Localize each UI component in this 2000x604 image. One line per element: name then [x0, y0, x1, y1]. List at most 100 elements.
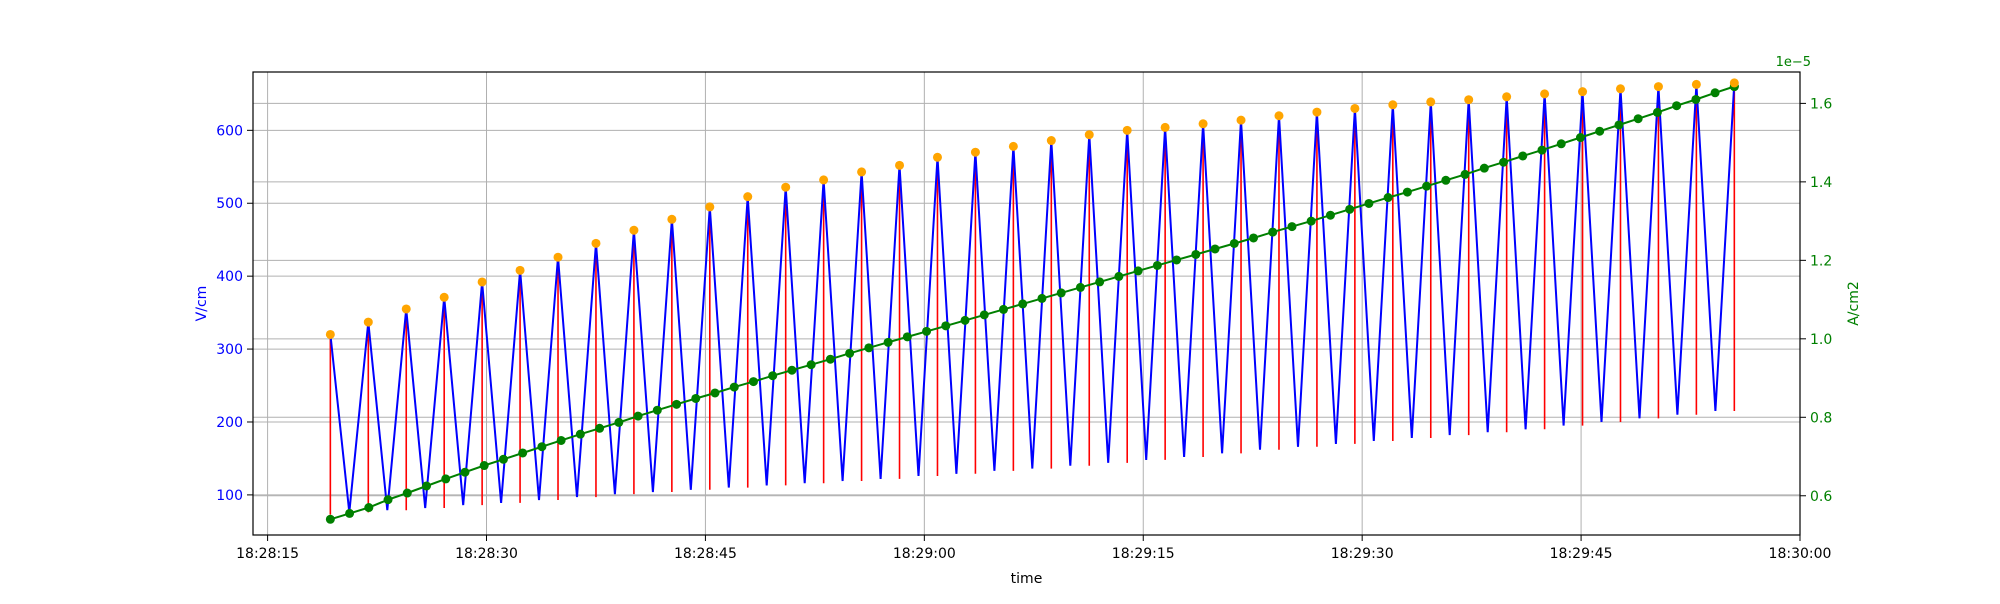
current-point — [1325, 210, 1335, 220]
current-point — [1075, 282, 1085, 292]
peak-marker — [1084, 130, 1094, 140]
peak-marker — [439, 292, 449, 302]
peak-marker — [477, 277, 487, 287]
current-point — [1556, 139, 1566, 149]
current-point — [1518, 151, 1528, 161]
x-axis-label: time — [1011, 571, 1043, 587]
peak-marker — [857, 167, 867, 177]
current-point — [1614, 120, 1624, 130]
current-point — [672, 399, 682, 409]
peak-marker — [667, 214, 677, 224]
peak-marker — [932, 152, 942, 162]
current-point — [1710, 88, 1720, 98]
current-point — [1018, 299, 1028, 309]
current-point — [1499, 157, 1509, 167]
current-point — [1460, 169, 1470, 179]
current-point — [422, 481, 432, 491]
current-point — [1422, 181, 1432, 191]
current-point — [1672, 101, 1682, 111]
current-point — [1287, 222, 1297, 232]
peak-marker — [553, 252, 563, 262]
current-point — [1056, 288, 1066, 298]
current-point — [1633, 114, 1643, 124]
current-point — [345, 508, 355, 518]
peak-marker — [629, 225, 639, 235]
x-tick-label: 18:30:00 — [1769, 546, 1832, 562]
current-point — [652, 405, 662, 415]
peak-marker — [1540, 89, 1550, 99]
current-point — [633, 411, 643, 421]
peak-marker — [1122, 125, 1132, 135]
current-point — [1133, 266, 1143, 276]
current-point — [498, 454, 508, 464]
peak-marker — [705, 202, 715, 212]
current-point — [575, 429, 585, 439]
peak-marker — [819, 175, 829, 185]
current-point — [787, 365, 797, 375]
x-tick-label: 18:28:30 — [455, 546, 518, 562]
x-tick-label: 18:28:45 — [674, 546, 737, 562]
peak-marker — [1236, 115, 1246, 125]
current-point — [1691, 94, 1701, 104]
axes-layer: 18:28:15 18:28:30 18:28:45 18:29:00 18:29:15… — [216, 96, 1832, 562]
peak-marker — [515, 265, 525, 275]
peak-marker — [1046, 136, 1056, 146]
y-right-tick-label: 1.2 — [1810, 253, 1832, 269]
current-point — [595, 423, 605, 433]
current-point — [1095, 277, 1105, 287]
peak-marker — [895, 160, 905, 170]
current-point — [1037, 293, 1047, 303]
current-point — [1652, 107, 1662, 117]
peak-marker — [1388, 100, 1398, 110]
peak-marker — [1008, 141, 1018, 151]
peak-marker — [743, 192, 753, 202]
peak-marker — [1578, 87, 1588, 97]
current-point — [1441, 175, 1451, 185]
peak-marker — [325, 329, 335, 339]
current-point — [1306, 216, 1316, 226]
current-point — [1345, 204, 1355, 214]
current-point — [402, 488, 412, 498]
current-layer — [325, 82, 1739, 524]
x-tick-label: 18:29:15 — [1112, 546, 1175, 562]
y-right-tick-label: 1.4 — [1810, 175, 1832, 191]
peak-marker — [1691, 79, 1701, 89]
current-point — [1152, 260, 1162, 270]
y-left-tick-label: 200 — [216, 415, 243, 431]
x-tick-label: 18:29:45 — [1550, 546, 1613, 562]
peak-marker — [1502, 92, 1512, 102]
peak-marker — [1615, 84, 1625, 94]
current-point — [998, 304, 1008, 314]
current-point — [806, 360, 816, 370]
current-point — [1595, 126, 1605, 136]
current-point — [710, 388, 720, 398]
current-point — [460, 467, 470, 477]
plot-frame — [252, 71, 1801, 536]
current-point — [1114, 271, 1124, 281]
x-tick-label: 18:28:15 — [236, 546, 299, 562]
peak-marker — [1312, 107, 1322, 117]
current-point — [383, 495, 393, 505]
current-point — [1402, 187, 1412, 197]
peaks-layer — [325, 78, 1739, 339]
y-left-tick-label: 600 — [216, 123, 243, 139]
peak-marker — [1426, 97, 1436, 107]
current-point — [902, 332, 912, 342]
current-point — [768, 371, 778, 381]
peak-marker — [1729, 78, 1739, 88]
current-point — [1537, 145, 1547, 155]
x-tick-label: 18:29:30 — [1331, 546, 1394, 562]
current-point — [979, 310, 989, 320]
peak-marker — [970, 147, 980, 157]
current-point — [537, 442, 547, 452]
current-point — [748, 377, 758, 387]
current-point — [1268, 227, 1278, 237]
current-point — [1191, 249, 1201, 259]
peak-marker — [1160, 122, 1170, 132]
current-point — [364, 503, 374, 513]
peak-marker — [1464, 95, 1474, 105]
y-left-tick-label: 300 — [216, 342, 243, 358]
current-point — [960, 315, 970, 325]
